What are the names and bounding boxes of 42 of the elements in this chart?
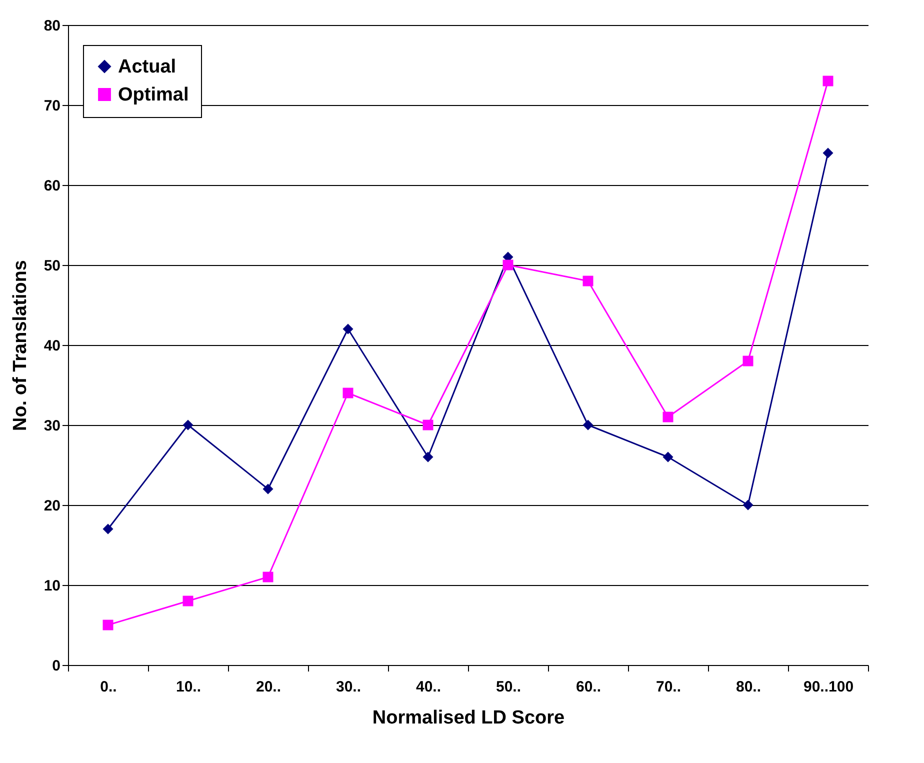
point <box>102 524 114 534</box>
point <box>102 620 114 630</box>
point <box>262 572 274 582</box>
x-tick-label: 30.. <box>336 678 362 696</box>
point <box>182 420 194 430</box>
x-tick-label: 20.. <box>256 678 282 696</box>
y-tick-label: 80 <box>44 18 60 34</box>
x-tick-label: 50.. <box>496 678 522 696</box>
x-tick-label: 0.. <box>100 678 117 696</box>
point <box>662 412 674 422</box>
point <box>342 324 354 334</box>
point <box>342 388 354 398</box>
y-tick-label: 30 <box>44 418 60 434</box>
point <box>742 500 754 510</box>
y-tick-label: 60 <box>44 178 60 194</box>
point <box>422 420 434 430</box>
y-tick-label: 0 <box>52 658 60 674</box>
x-tick-label: 60.. <box>576 678 602 696</box>
point <box>742 356 754 366</box>
point <box>662 452 674 462</box>
x-tick-label: 40.. <box>416 678 442 696</box>
y-tick-label: 50 <box>44 258 60 274</box>
point <box>822 148 834 158</box>
point <box>262 484 274 494</box>
point <box>422 452 434 462</box>
point <box>582 420 594 430</box>
x-tick-label: 80.. <box>736 678 762 696</box>
y-tick-label: 20 <box>44 498 60 514</box>
x-tick-label: 10.. <box>176 678 202 696</box>
point <box>502 260 514 270</box>
y-tick-label: 10 <box>44 578 60 594</box>
y-axis-title: No. of Translations <box>10 260 31 432</box>
x-tick-label: 70.. <box>656 678 682 696</box>
point <box>182 596 194 606</box>
x-axis-title: Normalised LD Score <box>372 708 565 728</box>
y-tick-label: 40 <box>44 338 60 354</box>
y-tick-label: 70 <box>44 98 60 114</box>
point <box>582 276 594 286</box>
legend-label: Actual <box>118 56 176 78</box>
x-tick-label: 90..100 <box>803 678 854 696</box>
legend-label: Optimal <box>118 84 189 106</box>
point <box>822 76 834 86</box>
